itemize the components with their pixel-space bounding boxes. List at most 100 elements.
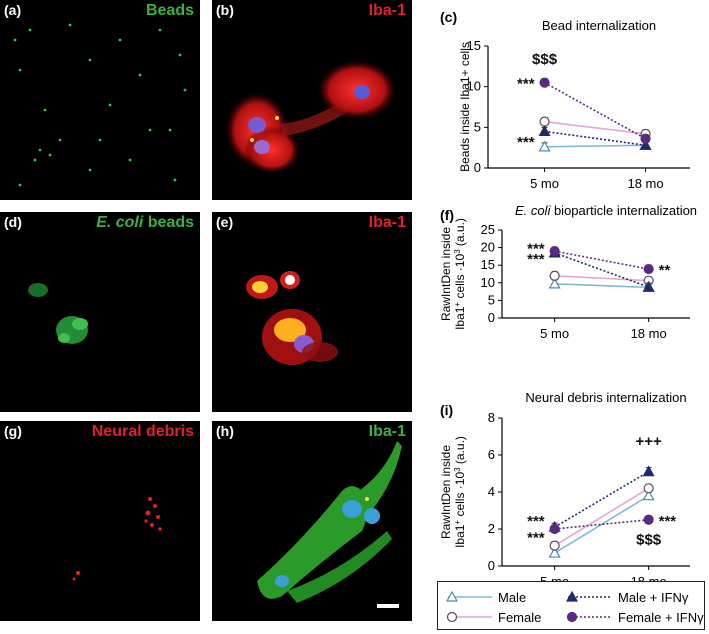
legend-item: Female + IFNγ xyxy=(566,610,704,625)
y-tick-label: 20 xyxy=(481,240,495,255)
iba1-neural-image xyxy=(257,441,402,608)
legend-label: Female + IFNγ xyxy=(618,610,704,625)
legend-item: Female xyxy=(446,610,541,625)
panel-h-iba1: (h) Iba-1 xyxy=(212,421,412,621)
significance-annotation: +++ xyxy=(635,433,662,450)
significance-annotation: *** xyxy=(517,76,535,93)
series-male-ifn--point xyxy=(642,280,655,292)
bead-dot xyxy=(48,153,52,157)
panel-label: (b) xyxy=(216,2,234,18)
y-axis-label-2: Iba1+ cells ·103 (a.u.) xyxy=(453,436,468,548)
significance-annotation: ** xyxy=(659,262,671,279)
panel-g-neural-debris: (g) Neural debris xyxy=(0,421,200,621)
bead-dot xyxy=(38,148,42,152)
significance-annotation: *** xyxy=(527,241,545,258)
series-male-ifn- xyxy=(548,465,655,532)
scale-bar xyxy=(377,604,399,608)
y-tick-label: 8 xyxy=(488,410,495,425)
legend-marker xyxy=(445,590,459,602)
series-female-line xyxy=(554,274,649,282)
bead-dot xyxy=(18,183,22,187)
legend-markers: Male Male + IFNγ Female Female + IFNγ xyxy=(445,590,704,625)
significance-annotation: $$$ xyxy=(532,51,558,68)
bead-dot xyxy=(88,168,92,172)
x-tick-label: 5 mo xyxy=(530,176,559,191)
series-male-ifn--line xyxy=(544,130,646,147)
bead-dot xyxy=(13,38,17,42)
panel-label: (e) xyxy=(216,214,234,230)
bead-dot xyxy=(18,68,22,72)
series-female-ifn- xyxy=(549,514,654,535)
legend-label: Male + IFNγ xyxy=(618,590,689,605)
chart-c: (c) Bead internalization 0 5 10 15 5 mo 18 mo Be… xyxy=(440,9,690,191)
legend-marker xyxy=(446,611,458,623)
series-male-line xyxy=(554,283,649,289)
series-female-point xyxy=(549,270,560,281)
legend-marker xyxy=(565,590,579,602)
y-tick-label: 10 xyxy=(467,79,481,94)
series-male-line xyxy=(554,495,650,554)
series-male xyxy=(538,138,652,152)
series-female-ifn--point xyxy=(643,514,654,525)
series-male-ifn--line xyxy=(554,252,649,288)
panel-b-iba1: (b) Iba-1 xyxy=(212,0,412,200)
series-female-point xyxy=(643,483,654,494)
y-tick-label: 6 xyxy=(488,447,495,462)
panel-title: Iba-1 xyxy=(368,423,406,440)
series-female-ifn--point xyxy=(643,263,654,275)
series-male-ifn- xyxy=(538,125,652,150)
panel-title: Beads xyxy=(145,2,194,19)
panel-title: Iba-1 xyxy=(368,2,406,19)
legend-label: Female xyxy=(498,610,541,625)
panel-label: (g) xyxy=(4,423,22,439)
x-tick-label: 5 mo xyxy=(540,326,569,341)
series-female-ifn--point xyxy=(640,133,651,144)
panel-label: (h) xyxy=(216,423,234,439)
panel-label: (c) xyxy=(440,9,457,25)
bead-dot xyxy=(88,58,92,62)
series-male-ifn--line xyxy=(554,470,650,528)
y-tick-label: 0 xyxy=(474,160,481,175)
significance-annotation: *** xyxy=(659,513,677,530)
bead-dot xyxy=(178,53,182,57)
bead-dot xyxy=(68,23,72,27)
bead-dot xyxy=(58,138,62,142)
legend-marker xyxy=(566,611,578,623)
panel-title: Iba-1 xyxy=(368,214,406,231)
x-tick-label: 18 mo xyxy=(631,326,667,341)
y-tick-label: 15 xyxy=(481,257,495,272)
significance-annotation: *** xyxy=(517,134,535,151)
bead-dot xyxy=(118,38,122,42)
bead-dot xyxy=(28,28,32,32)
series-female-line xyxy=(544,120,646,135)
panel-title: E. coli beads xyxy=(96,214,194,231)
series-female-point xyxy=(549,540,560,551)
y-tick-label: 15 xyxy=(467,38,481,53)
significance-annotation: *** xyxy=(527,251,545,268)
legend-item: Male xyxy=(445,590,526,605)
series-male-point xyxy=(548,277,561,289)
series-female-line xyxy=(554,487,650,547)
series-male-line xyxy=(544,144,646,148)
bead-dot xyxy=(43,108,47,112)
series-male-point xyxy=(538,140,551,152)
series-female-ifn- xyxy=(539,77,651,144)
bead-dot xyxy=(98,138,102,142)
bead-dot xyxy=(108,103,112,107)
y-tick-label: 0 xyxy=(488,558,495,573)
y-tick-label: 4 xyxy=(488,484,495,499)
chart-title: Neural debris internalization xyxy=(525,390,686,405)
bead-dot xyxy=(33,158,37,162)
iba1-image xyxy=(225,60,397,174)
series-female-ifn--point xyxy=(549,246,560,257)
series-female-point xyxy=(539,116,550,127)
chart-title: Bead internalization xyxy=(542,18,656,33)
bead-dot xyxy=(148,128,152,132)
chart-f: (f) E. coli bioparticle internalization 0 5… xyxy=(439,203,697,341)
series-female-ifn--point xyxy=(549,523,560,535)
y-tick-label: 10 xyxy=(481,275,495,290)
iba1-ecoli-image xyxy=(246,271,338,365)
series-male-ifn--point xyxy=(642,465,655,477)
series-female-ifn--line xyxy=(554,250,649,270)
y-tick-label: 2 xyxy=(488,521,495,536)
